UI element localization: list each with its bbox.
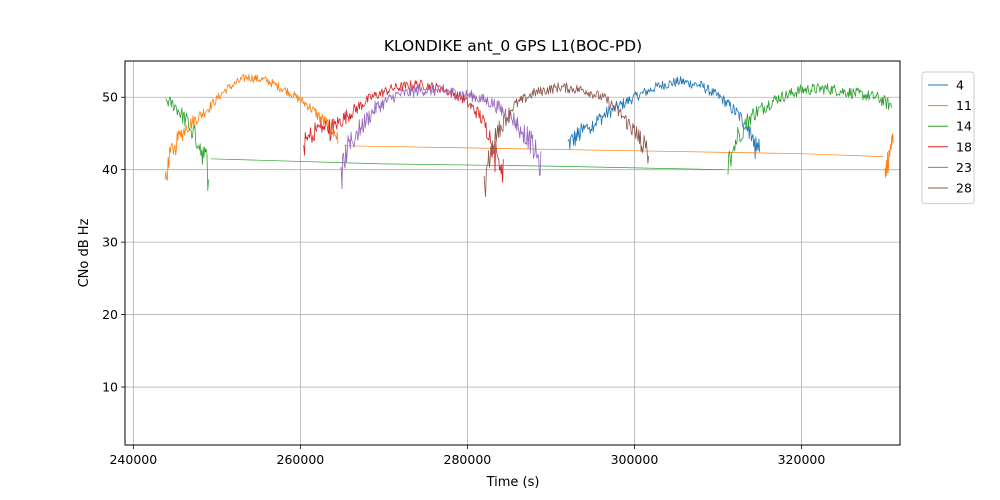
series-11-line [343,145,884,157]
y-tick-label: 10 [102,380,118,395]
series-14-line [210,158,725,171]
chart-title: KLONDIKE ant_0 GPS L1(BOC-PD) [384,37,642,56]
legend-label-23: 23 [956,160,972,175]
series-layer [164,74,894,198]
series-28-line [483,82,649,198]
plot-frame [124,60,901,446]
legend-label-11: 11 [956,98,972,113]
legend-label-4: 4 [956,78,964,93]
series-11-line [164,74,339,181]
x-tick-label: 260000 [277,452,325,467]
x-tick-label: 320000 [778,452,826,467]
y-tick-label: 30 [102,235,118,250]
y-tick-label: 20 [102,307,118,322]
grid-lines [125,61,900,445]
series-14-line [727,83,892,175]
series-14-line [165,96,209,191]
y-tick-label: 40 [102,162,118,177]
legend-label-14: 14 [956,119,972,134]
legend-label-28: 28 [956,181,972,196]
x-tick-label: 240000 [109,452,157,467]
legend: 4 11 14 18 23 28 [921,71,975,205]
x-tick-label: 300000 [611,452,659,467]
legend-label-18: 18 [956,139,972,154]
series-18-line [303,79,504,183]
y-tick-label: 50 [102,90,118,105]
x-axis-label: Time (s) [486,475,540,490]
series-4-line [567,76,761,160]
y-axis-label: CNo dB Hz [77,218,92,287]
x-tick-label: 280000 [444,452,492,467]
axis-ticks: 240000 260000 280000 300000 320000 10 20 30 40 50 [102,90,825,467]
series-11-line [884,133,894,178]
series-23-line [340,84,542,190]
legend-box [921,71,975,205]
plot-area [125,61,900,445]
